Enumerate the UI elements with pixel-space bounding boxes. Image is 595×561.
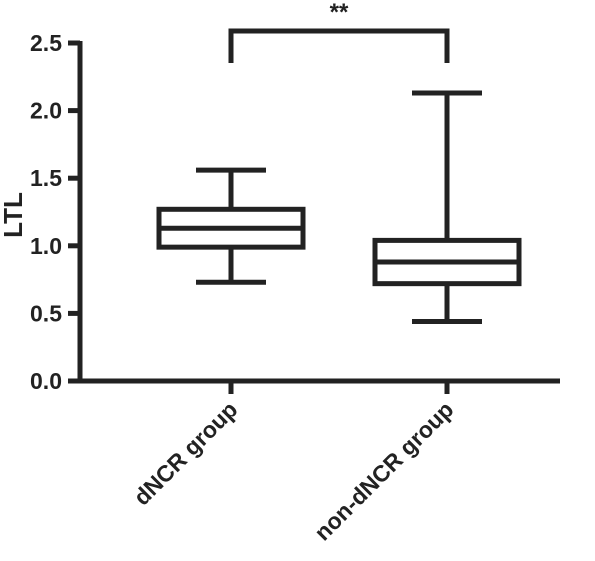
y-tick-label: 2.5: [30, 30, 62, 56]
y-tick-label: 0.0: [30, 368, 62, 394]
x-axis: dNCR group non-dNCR group: [77, 378, 560, 546]
y-tick-label: 0.5: [30, 300, 62, 326]
y-tick-label: 1.5: [30, 165, 62, 191]
significance-bracket: [228, 28, 450, 63]
y-tick-label: 1.0: [30, 233, 62, 259]
box-1: [156, 167, 306, 285]
y-axis-title: LTL: [0, 192, 28, 238]
x-tick-label: non-dNCR group: [309, 396, 458, 545]
x-tick-label: dNCR group: [128, 396, 242, 510]
significance-annotation: **: [228, 0, 450, 63]
box-2: [372, 90, 522, 325]
y-tick-label: 2.0: [30, 98, 62, 124]
significance-label: **: [330, 0, 349, 26]
box-series: [156, 90, 522, 325]
y-axis: 0.0 0.5 1.0 1.5 2.0 2.5: [30, 30, 83, 394]
